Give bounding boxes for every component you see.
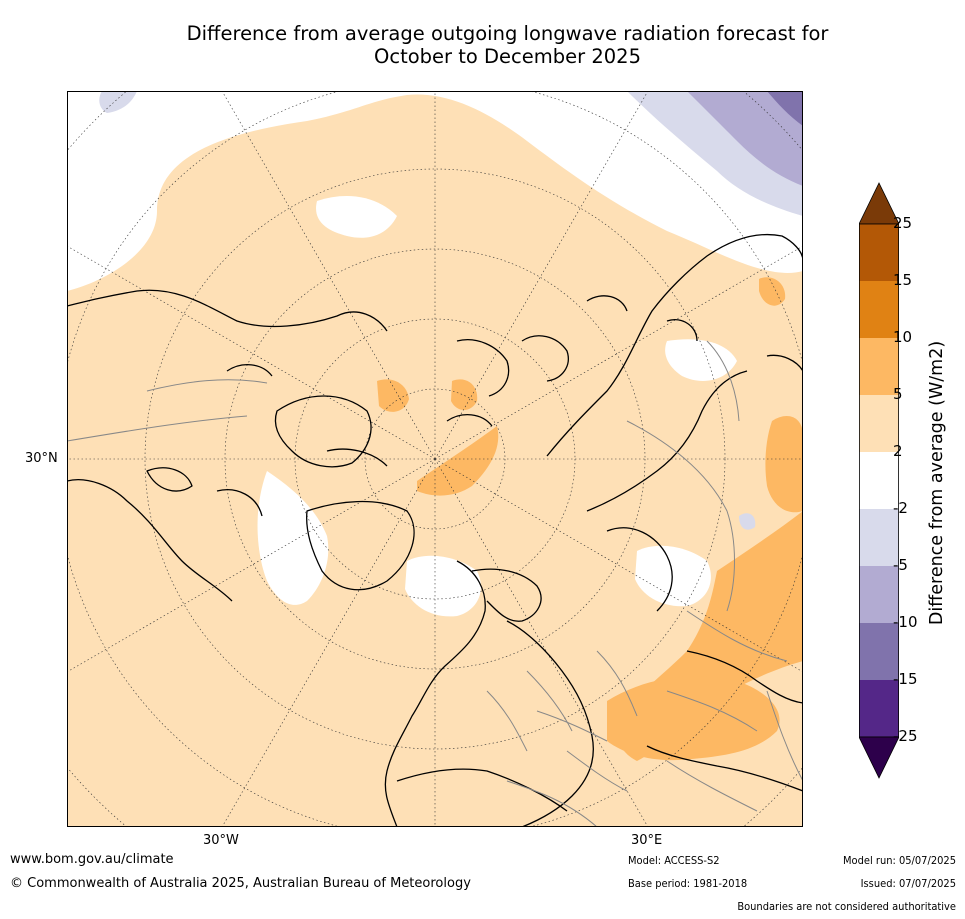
anomaly-region-5-10 — [377, 379, 409, 412]
anomaly-region-minus-2-5 — [739, 513, 756, 530]
colorbar-tick-label: -2 — [893, 499, 908, 517]
lon-label: 30°E — [631, 833, 663, 848]
colorbar-tick-label: 5 — [893, 385, 903, 403]
colorbar-extend-bottom — [859, 736, 899, 779]
footer-issued: Issued: 07/07/2025 — [860, 877, 956, 890]
anomaly-region-neutral — [635, 545, 711, 607]
colorbar-bin — [859, 452, 899, 509]
colorbar-tick-label: 15 — [893, 271, 913, 289]
colorbar-bin — [859, 395, 899, 452]
colorbar-bin — [859, 338, 899, 395]
colorbar-bin — [859, 281, 899, 338]
anomaly-region-neutral — [405, 555, 481, 617]
anomaly-region-2-5 — [358, 360, 587, 511]
colorbar-tick-label: 25 — [893, 214, 913, 232]
colorbar-tick-label: -15 — [893, 670, 918, 688]
colorbar-bin — [859, 509, 899, 566]
colorbar-title: Difference from average (W/m2) — [927, 340, 947, 626]
colorbar-tick-label: 10 — [893, 328, 913, 346]
colorbar-tick-label: -5 — [893, 556, 908, 574]
anomaly-region-neutral — [665, 339, 737, 381]
lon-label: 30°W — [203, 833, 239, 848]
colorbar-bin — [859, 680, 899, 737]
anomaly-region-neutral — [316, 196, 397, 238]
anomaly-region-5-10 — [607, 676, 780, 761]
footer-base-period: Base period: 1981-2018 — [628, 877, 748, 890]
anomaly-region-5-10 — [417, 426, 499, 496]
anomaly-region-minus-5-10 — [687, 91, 803, 186]
colorbar-tick-label: 2 — [893, 442, 903, 460]
colorbar-bin — [859, 566, 899, 623]
country-borders — [67, 340, 803, 827]
anomaly-region-5-10 — [759, 277, 786, 306]
footer-copyright: © Commonwealth of Australia 2025, Austra… — [10, 876, 471, 891]
colorbar-tick-label: -10 — [893, 613, 918, 631]
title-line-2: October to December 2025 — [374, 45, 641, 68]
colorbar — [859, 182, 899, 779]
anomaly-region-5-10 — [451, 379, 478, 410]
title-line-1: Difference from average outgoing longwav… — [186, 22, 829, 45]
footer-url[interactable]: www.bom.gov.au/climate — [10, 852, 174, 867]
graticule — [67, 91, 803, 827]
footer-model-run: Model run: 05/07/2025 — [843, 854, 956, 867]
footer-model: Model: ACCESS-S2 — [628, 854, 720, 867]
colorbar-bin — [859, 224, 899, 281]
anomaly-region-minus-10-15 — [767, 91, 803, 126]
anomaly-region-neutral — [257, 471, 329, 605]
anomaly-region-minus-2-5 — [99, 91, 137, 113]
colorbar-bin — [859, 623, 899, 680]
polar-map — [67, 91, 803, 827]
chart-title: Difference from average outgoing longwav… — [100, 22, 915, 68]
coastlines — [67, 233, 803, 827]
lat-label: 30°N — [25, 451, 58, 466]
anomaly-region-5-10 — [765, 416, 803, 513]
colorbar-tick-label: -25 — [893, 727, 918, 745]
footer-disclaimer: Boundaries are not considered authoritat… — [737, 900, 956, 913]
